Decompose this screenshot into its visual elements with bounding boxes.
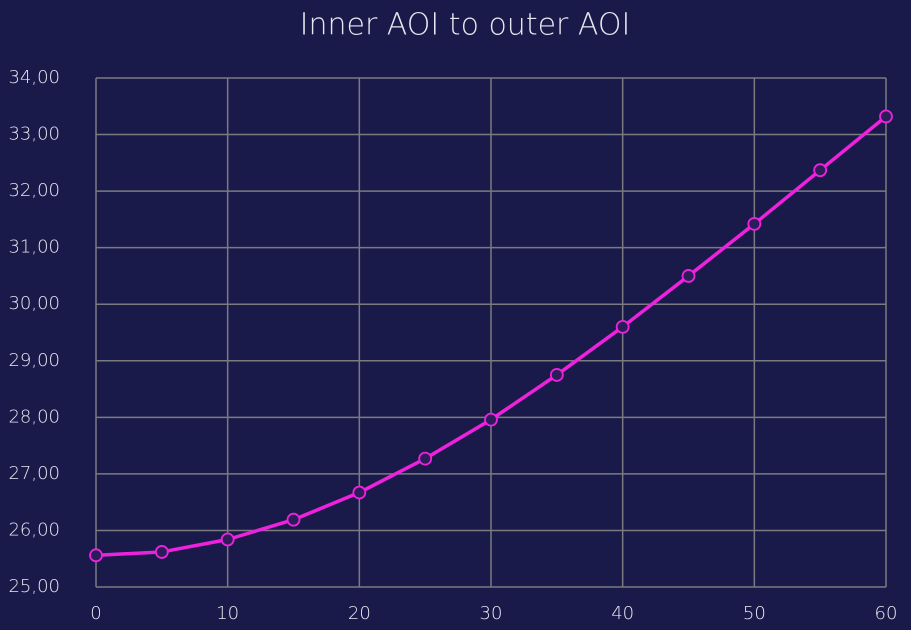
y-tick-label: 27,00 [8, 463, 60, 484]
y-tick-label: 29,00 [8, 350, 60, 371]
marker [352, 485, 367, 500]
marker [747, 217, 762, 231]
marker [549, 368, 564, 382]
marker [879, 109, 893, 124]
y-tick-label: 31,00 [8, 237, 60, 258]
chart-title: Inner AOI to outer AOI [300, 8, 631, 43]
marker [813, 163, 828, 178]
x-tick-label: 10 [216, 603, 239, 624]
x-tick-label: 40 [611, 603, 634, 624]
x-tick-label: 60 [875, 603, 898, 624]
marker [154, 545, 169, 559]
marker [418, 451, 433, 466]
y-tick-label: 25,00 [8, 576, 60, 597]
y-tick-label: 34,00 [8, 67, 60, 88]
x-tick-label: 50 [743, 603, 766, 624]
y-tick-label: 26,00 [8, 519, 60, 540]
y-tick-label: 32,00 [8, 180, 60, 201]
x-tick-label: 0 [90, 603, 101, 624]
y-tick-label: 30,00 [8, 293, 60, 314]
marker [89, 548, 103, 563]
x-tick-label: 30 [480, 603, 503, 624]
marker [484, 412, 498, 427]
x-tick-label: 20 [348, 603, 371, 624]
marker [681, 269, 696, 283]
marker [286, 512, 301, 527]
marker [220, 532, 235, 547]
y-tick-label: 33,00 [8, 124, 60, 145]
y-tick-label: 28,00 [8, 406, 60, 427]
marker [615, 319, 630, 334]
